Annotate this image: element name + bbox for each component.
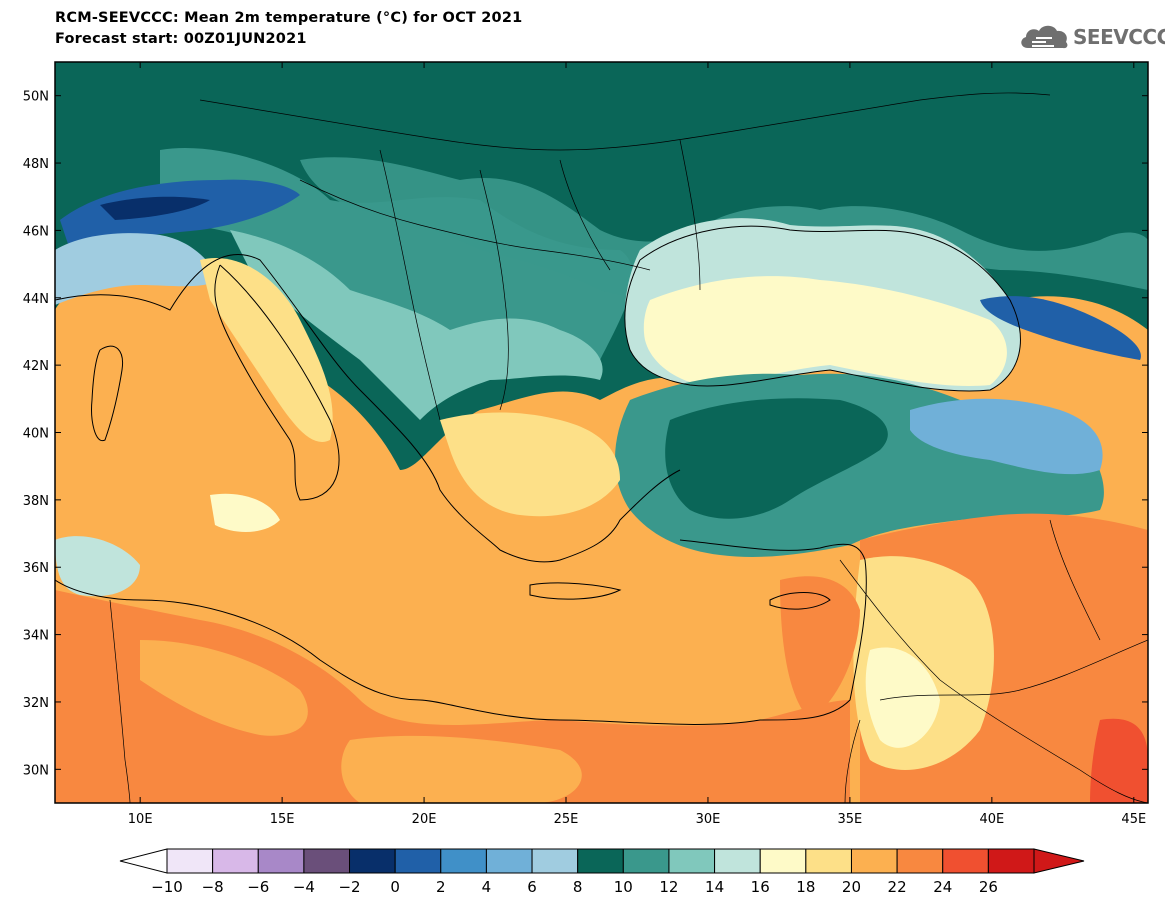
lon-tick-label: 10E bbox=[128, 812, 153, 827]
lat-tick-label: 50N bbox=[23, 90, 49, 105]
colorbar-label: 16 bbox=[751, 878, 770, 896]
colorbar-label: −8 bbox=[202, 878, 224, 896]
lat-tick-label: 32N bbox=[23, 696, 49, 711]
colorbar-label: 2 bbox=[436, 878, 446, 896]
lat-tick-label: 38N bbox=[23, 494, 49, 509]
colorbar-swatch bbox=[440, 848, 487, 874]
coastlines bbox=[55, 225, 1021, 725]
lon-tick-label: 45E bbox=[1121, 812, 1146, 827]
lon-tick-label: 35E bbox=[838, 812, 863, 827]
colorbar-swatch bbox=[668, 848, 716, 874]
colorbar-swatch bbox=[850, 848, 898, 874]
temperature-field bbox=[55, 62, 1148, 803]
lat-tick-label: 40N bbox=[23, 427, 49, 442]
colorbar-label: −10 bbox=[151, 878, 183, 896]
country-borders bbox=[109, 92, 1148, 803]
colorbar-label: 14 bbox=[705, 878, 724, 896]
colorbar-label: 20 bbox=[842, 878, 861, 896]
colorbar-label: 0 bbox=[390, 878, 400, 896]
colorbar-swatch bbox=[257, 848, 305, 874]
logo-text: SEEVCCC bbox=[1073, 25, 1165, 49]
colorbar-label: 6 bbox=[527, 878, 537, 896]
lat-tick-label: 44N bbox=[23, 292, 49, 307]
colorbar-swatch bbox=[349, 848, 396, 874]
colorbar-swatch bbox=[942, 848, 989, 874]
colorbar-label: 12 bbox=[659, 878, 678, 896]
colorbar-label: 10 bbox=[614, 878, 633, 896]
colorbar: −10 −8 −6 −4 −2 0 2 4 6 8 10 12 14 16 18 20 22 24 26 bbox=[119, 848, 1085, 896]
lon-tick-label: 40E bbox=[979, 812, 1004, 827]
colorbar-swatch bbox=[714, 848, 761, 874]
colorbar-over-triangle bbox=[1033, 848, 1085, 874]
colorbar-swatch bbox=[987, 848, 1035, 874]
latitude-axis: 50N 48N 46N 44N 42N 40N 38N 36N 34N 32N 30N bbox=[23, 90, 1148, 778]
lat-tick-label: 34N bbox=[23, 629, 49, 644]
colorbar-label: 18 bbox=[796, 878, 815, 896]
colorbar-label: 4 bbox=[482, 878, 492, 896]
colorbar-label: 24 bbox=[933, 878, 952, 896]
colorbar-swatch bbox=[531, 848, 579, 874]
colorbar-swatch bbox=[303, 848, 351, 874]
colorbar-label: 8 bbox=[573, 878, 583, 896]
lat-tick-label: 36N bbox=[23, 561, 49, 576]
colorbar-swatch bbox=[394, 848, 442, 874]
seevccc-logo: SEEVCCC bbox=[1018, 22, 1165, 52]
lat-tick-label: 46N bbox=[23, 224, 49, 239]
colorbar-swatch bbox=[759, 848, 807, 874]
forecast-start-label: Forecast start: 00Z01JUN2021 bbox=[55, 31, 307, 47]
lat-tick-label: 48N bbox=[23, 157, 49, 172]
lon-tick-label: 15E bbox=[270, 812, 295, 827]
colorbar-swatch bbox=[622, 848, 670, 874]
colorbar-swatch bbox=[577, 848, 624, 874]
lat-tick-label: 42N bbox=[23, 359, 49, 374]
colorbar-swatch bbox=[212, 848, 259, 874]
colorbar-label: −6 bbox=[247, 878, 269, 896]
map-title: RCM-SEEVCCC: Mean 2m temperature (°C) fo… bbox=[55, 10, 523, 26]
lon-tick-label: 20E bbox=[412, 812, 437, 827]
colorbar-label: 26 bbox=[979, 878, 998, 896]
colorbar-swatch bbox=[485, 848, 533, 874]
colorbar-swatch bbox=[896, 848, 944, 874]
colorbar-label: 22 bbox=[888, 878, 907, 896]
colorbar-under-triangle bbox=[119, 848, 168, 874]
colorbar-label: −2 bbox=[338, 878, 360, 896]
cloud-icon bbox=[1021, 25, 1068, 49]
colorbar-swatch bbox=[805, 848, 852, 874]
colorbar-label: −4 bbox=[293, 878, 315, 896]
longitude-axis: 10E 15E 20E 25E 30E 35E 40E 45E bbox=[128, 62, 1146, 827]
lon-tick-label: 30E bbox=[696, 812, 721, 827]
lat-tick-label: 30N bbox=[23, 763, 49, 778]
colorbar-swatch bbox=[166, 848, 214, 874]
lon-tick-label: 25E bbox=[554, 812, 579, 827]
